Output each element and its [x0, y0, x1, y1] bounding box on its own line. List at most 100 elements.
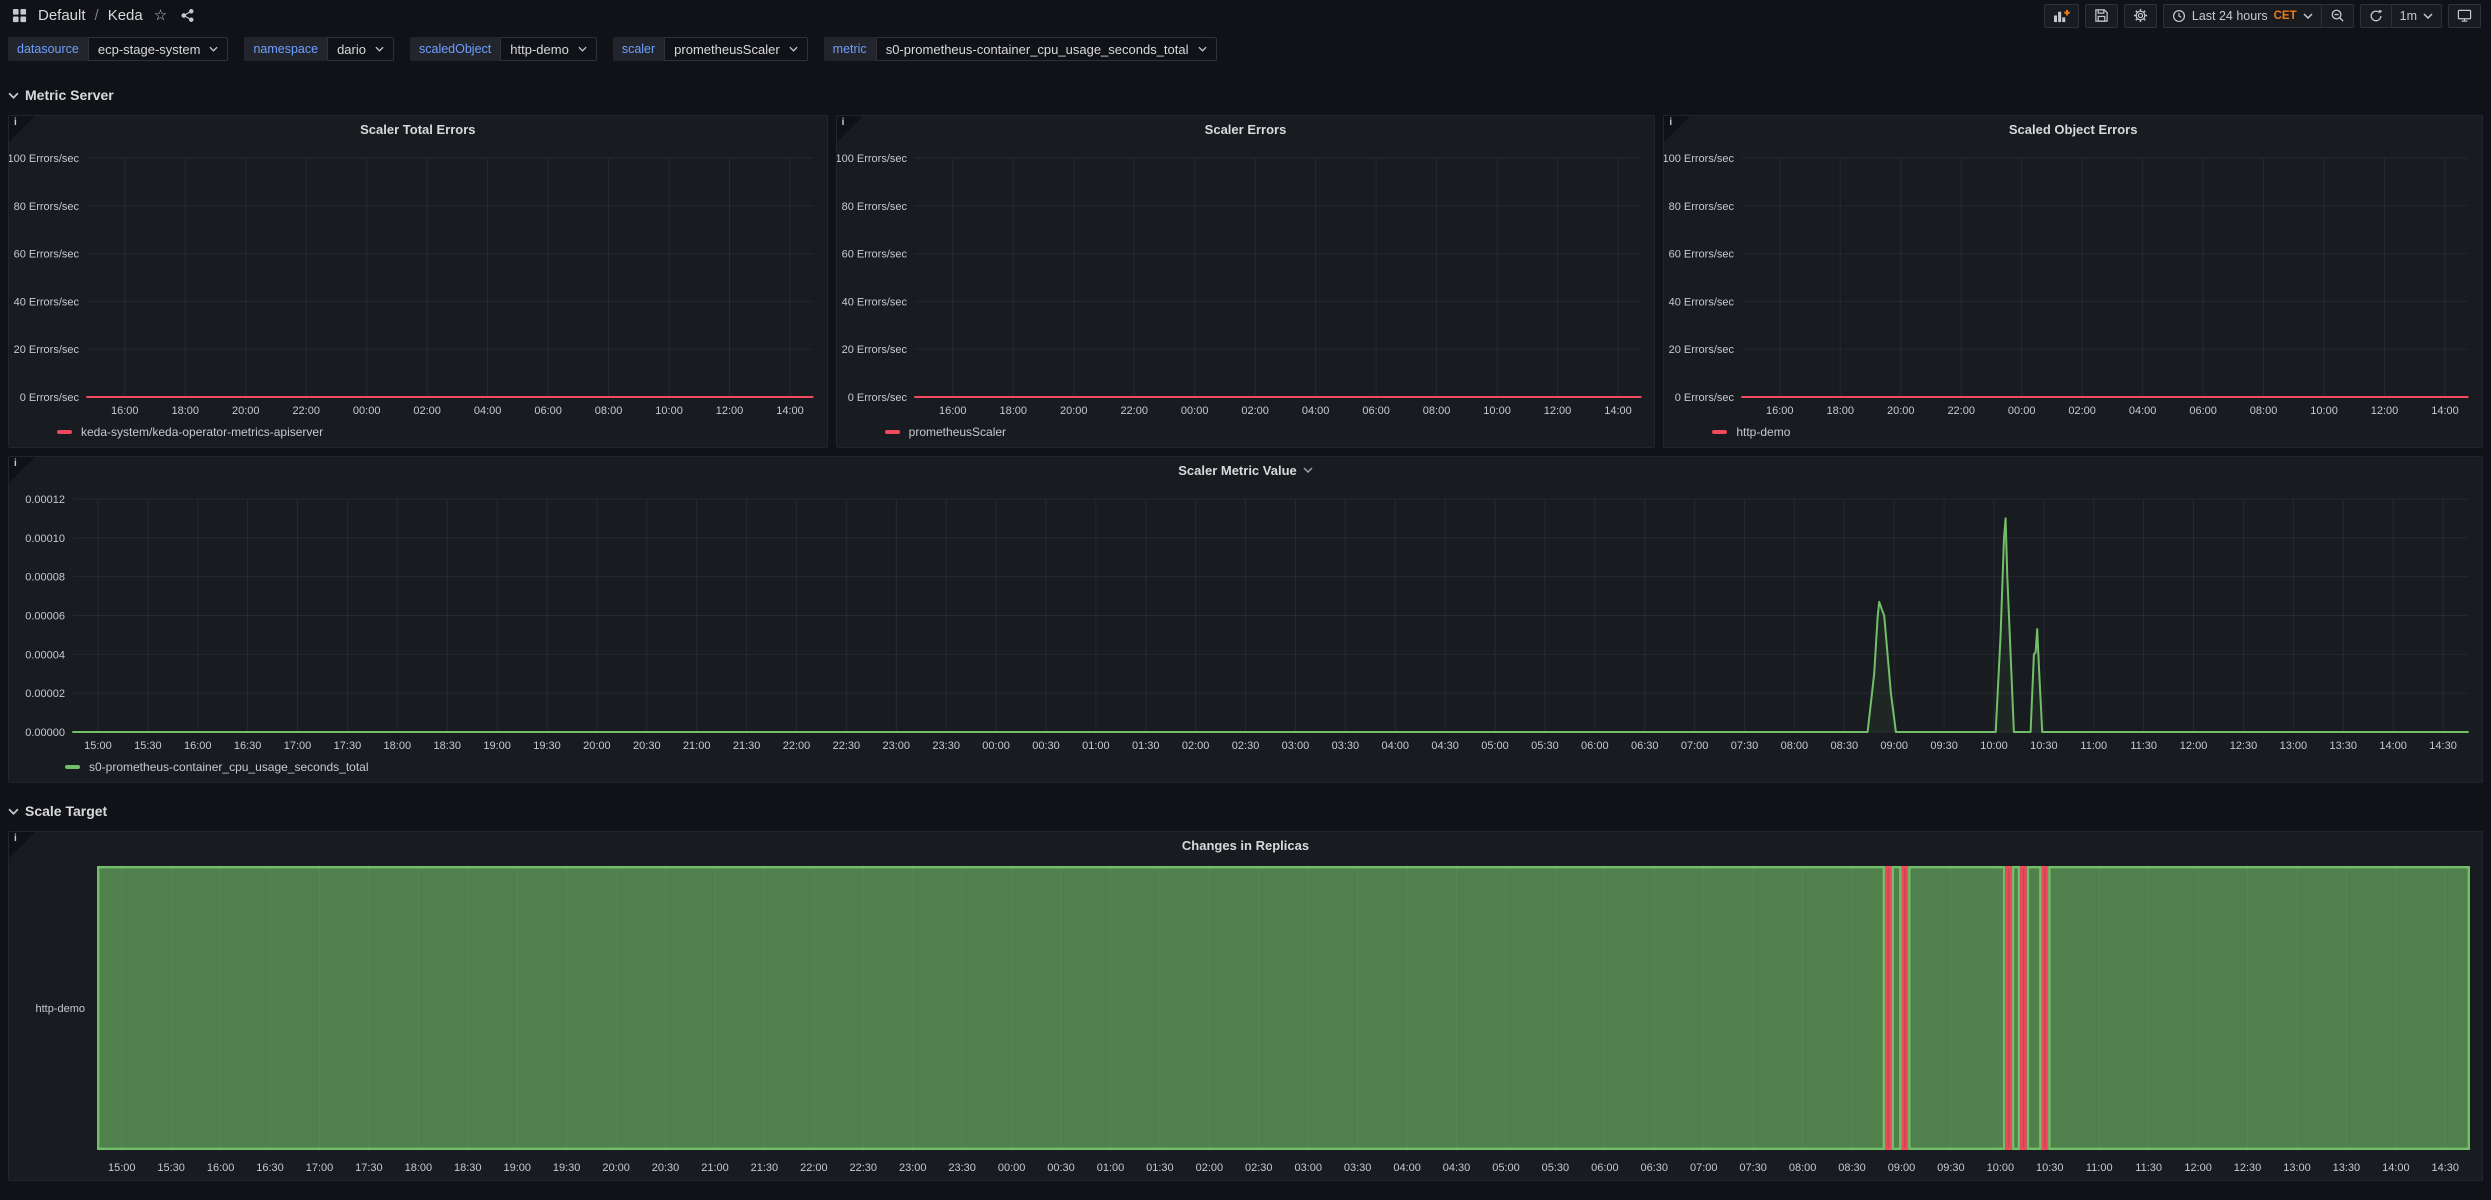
- variable-value-text: ecp-stage-system: [97, 41, 201, 57]
- panel-scaler-total-errors: i Scaler Total Errors 16:00 18:00 20:00 22:…: [8, 115, 828, 448]
- svg-text:15:00: 15:00: [84, 740, 112, 752]
- panel-info-icon[interactable]: i: [9, 832, 35, 858]
- svg-text:18:30: 18:30: [454, 1162, 482, 1174]
- panel-title[interactable]: Scaler Errors: [1204, 121, 1287, 137]
- kiosk-mode-button[interactable]: [2448, 3, 2481, 28]
- svg-text:00:00: 00:00: [998, 1162, 1026, 1174]
- svg-text:22:00: 22:00: [1948, 405, 1976, 417]
- svg-text:11:00: 11:00: [2086, 1162, 2113, 1174]
- dashboards-grid-icon[interactable]: [10, 8, 29, 23]
- refresh-button[interactable]: [2359, 3, 2392, 28]
- legend-series-swatch[interactable]: [65, 765, 80, 769]
- save-icon: [2095, 9, 2108, 22]
- section-header-metric-server[interactable]: Metric Server: [0, 83, 2491, 107]
- legend-series-label[interactable]: s0-prometheus-container_cpu_usage_second…: [89, 760, 369, 774]
- panel-info-icon[interactable]: i: [9, 457, 35, 483]
- save-dashboard-button[interactable]: [2084, 3, 2118, 28]
- svg-text:0.00008: 0.00008: [25, 572, 65, 584]
- svg-text:18:30: 18:30: [433, 740, 461, 752]
- chevron-down-icon: [209, 46, 219, 52]
- svg-text:09:00: 09:00: [1888, 1162, 1916, 1174]
- svg-text:00:00: 00:00: [982, 740, 1010, 752]
- panel-title[interactable]: Changes in Replicas: [1181, 837, 1310, 853]
- variable-label-scaledobject[interactable]: scaledObject: [410, 37, 501, 61]
- svg-text:08:30: 08:30: [1838, 1162, 1866, 1174]
- panel-title[interactable]: Scaler Total Errors: [360, 121, 476, 137]
- variable-value-metric[interactable]: s0-prometheus-container_cpu_usage_second…: [875, 37, 1217, 61]
- svg-text:12:30: 12:30: [2234, 1162, 2262, 1174]
- chevron-down-icon: [789, 46, 798, 52]
- svg-text:08:00: 08:00: [1422, 405, 1450, 417]
- svg-text:12:00: 12:00: [1543, 405, 1571, 417]
- svg-text:05:00: 05:00: [1492, 1162, 1520, 1174]
- svg-text:22:00: 22:00: [800, 1162, 828, 1174]
- variable-value-namespace[interactable]: dario: [327, 37, 394, 61]
- svg-text:20:30: 20:30: [633, 740, 661, 752]
- panel-title[interactable]: Scaler Metric Value: [9, 457, 2482, 483]
- zoom-out-time-button[interactable]: [2321, 3, 2354, 28]
- section-header-scale-target[interactable]: Scale Target: [0, 799, 2491, 823]
- svg-text:20:00: 20:00: [583, 740, 611, 752]
- add-panel-button[interactable]: [2043, 3, 2079, 28]
- variable-value-scaledobject[interactable]: http-demo: [500, 37, 597, 61]
- variable-label-metric[interactable]: metric: [823, 37, 876, 61]
- svg-text:21:30: 21:30: [751, 1162, 779, 1174]
- svg-text:60 Errors/sec: 60 Errors/sec: [14, 249, 80, 261]
- svg-text:16:30: 16:30: [256, 1162, 284, 1174]
- svg-text:20:00: 20:00: [1887, 405, 1915, 417]
- svg-text:01:30: 01:30: [1146, 1162, 1174, 1174]
- variable-value-datasource[interactable]: ecp-stage-system: [87, 37, 229, 61]
- breadcrumb-folder[interactable]: Default: [38, 7, 86, 24]
- svg-text:100 Errors/sec: 100 Errors/sec: [1664, 153, 1734, 165]
- chevron-down-icon: [375, 46, 384, 52]
- nav-bar: Default / Keda ☆: [0, 0, 2491, 28]
- legend-series-label[interactable]: prometheusScaler: [908, 425, 1007, 439]
- svg-text:23:30: 23:30: [948, 1162, 976, 1174]
- legend-series-swatch[interactable]: [57, 430, 72, 434]
- svg-text:18:00: 18:00: [999, 405, 1027, 417]
- svg-text:18:00: 18:00: [384, 740, 412, 752]
- svg-text:06:30: 06:30: [1631, 740, 1659, 752]
- legend-series-label[interactable]: keda-system/keda-operator-metrics-apiser…: [81, 425, 324, 439]
- svg-text:15:00: 15:00: [108, 1162, 136, 1174]
- svg-text:08:00: 08:00: [595, 405, 623, 417]
- svg-text:03:00: 03:00: [1294, 1162, 1322, 1174]
- variable-label-datasource[interactable]: datasource: [8, 37, 88, 61]
- svg-text:22:30: 22:30: [850, 1162, 878, 1174]
- breadcrumb-dashboard-title[interactable]: Keda: [107, 7, 143, 24]
- svg-text:04:00: 04:00: [1381, 740, 1409, 752]
- svg-text:12:30: 12:30: [2230, 740, 2258, 752]
- share-icon[interactable]: [178, 8, 197, 23]
- panel-title[interactable]: Scaled Object Errors: [2008, 121, 2138, 137]
- legend-series-swatch[interactable]: [1712, 430, 1728, 434]
- variable-value-scaler[interactable]: prometheusScaler: [664, 37, 808, 61]
- panel-info-icon[interactable]: i: [9, 116, 35, 142]
- legend-series-swatch[interactable]: [884, 430, 900, 434]
- variable-label-scaler[interactable]: scaler: [612, 37, 665, 61]
- svg-text:06:00: 06:00: [2190, 405, 2218, 417]
- clock-icon: [2172, 9, 2185, 22]
- panel-scaler-errors: i Scaler Errors 16:00 18:00 20:00 22:00 00:0…: [835, 115, 1656, 448]
- time-range-picker[interactable]: Last 24 hours CET: [2162, 3, 2322, 28]
- legend-series-label[interactable]: http-demo: [1736, 425, 1791, 439]
- svg-text:22:00: 22:00: [1120, 405, 1148, 417]
- svg-text:00:30: 00:30: [1047, 1162, 1075, 1174]
- refresh-interval-picker[interactable]: 1m: [2391, 3, 2442, 28]
- variable-label-namespace[interactable]: namespace: [244, 37, 328, 61]
- svg-text:04:00: 04:00: [1302, 405, 1330, 417]
- panel-info-icon[interactable]: i: [836, 116, 863, 142]
- panel-menu-chevron-icon[interactable]: [1303, 467, 1313, 473]
- panel-info-icon[interactable]: i: [1664, 116, 1691, 142]
- svg-text:14:00: 14:00: [2379, 740, 2407, 752]
- variable-datasource: datasource ecp-stage-system: [8, 37, 229, 61]
- svg-text:18:00: 18:00: [172, 405, 200, 417]
- dashboard-settings-button[interactable]: [2123, 3, 2157, 28]
- star-icon[interactable]: ☆: [153, 6, 168, 24]
- svg-text:07:30: 07:30: [1731, 740, 1759, 752]
- svg-text:20:00: 20:00: [1060, 405, 1088, 417]
- svg-text:01:30: 01:30: [1132, 740, 1160, 752]
- legend: prometheusScaler: [837, 423, 1655, 447]
- svg-text:08:00: 08:00: [2250, 405, 2278, 417]
- svg-text:10:30: 10:30: [2030, 740, 2058, 752]
- svg-text:40 Errors/sec: 40 Errors/sec: [841, 296, 907, 308]
